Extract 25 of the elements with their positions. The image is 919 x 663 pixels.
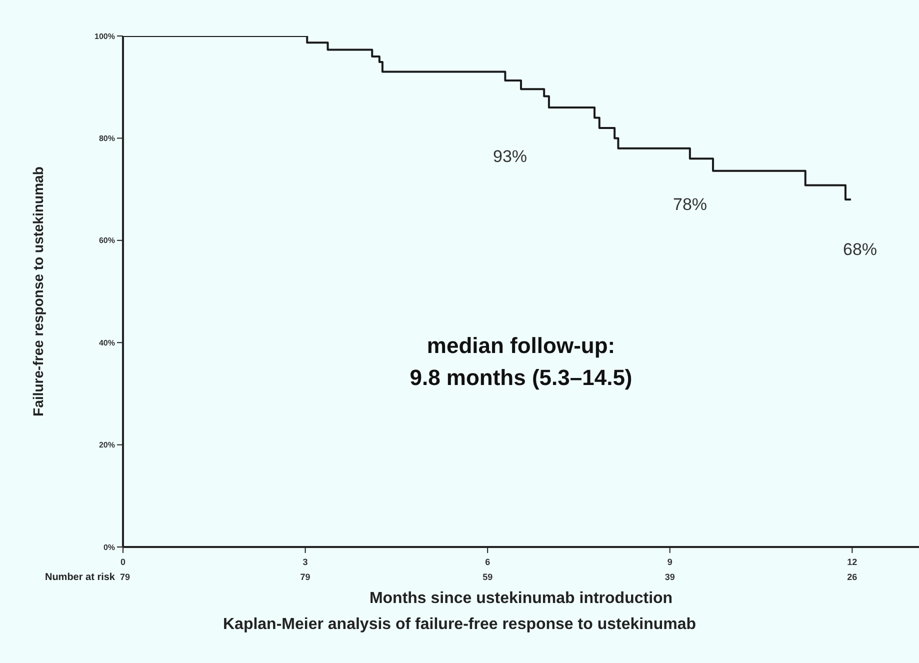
x-tick-label: 3 [302, 557, 308, 567]
annotation: 9.8 months (5.3–14.5) [408, 364, 634, 392]
annotation: 78% [672, 194, 708, 216]
annotation: 68% [842, 239, 878, 261]
y-tick-label: 20% [98, 440, 115, 450]
y-tick-label: 0% [103, 542, 115, 552]
text: 79 [120, 572, 130, 582]
annotation: median follow-up: [426, 332, 616, 360]
x-tick-label: 6 [485, 557, 490, 567]
text: Kaplan-Meier analysis of failure-free response to ustekinumab [222, 616, 698, 634]
y-axis-title: Failure-free response to ustekinumab [30, 166, 46, 416]
y-tick-label: 80% [98, 134, 115, 144]
x-tick-label: 9 [667, 557, 672, 567]
text: 26 [847, 572, 858, 582]
y-tick-label: 60% [98, 236, 115, 246]
x-axis-title: Months since ustekinumab introduction [369, 590, 673, 607]
text: Number at risk [44, 572, 116, 583]
text: 39 [664, 572, 675, 582]
text: 59 [482, 572, 493, 582]
x-tick-label: 0 [120, 557, 126, 567]
annotation: 93% [492, 146, 528, 168]
y-tick-label: 100% [94, 32, 115, 41]
x-tick-label: 12 [847, 557, 858, 567]
y-tick-label: 40% [98, 338, 115, 348]
text: 79 [300, 572, 310, 582]
